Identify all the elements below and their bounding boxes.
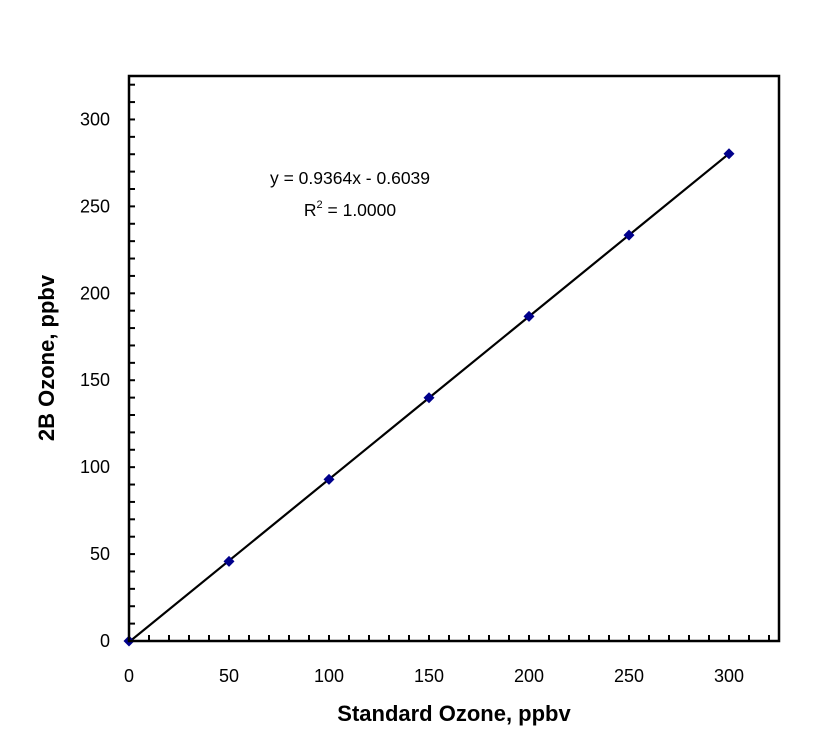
plot-area-frame: [127, 74, 781, 643]
y-tick-label: 200: [80, 283, 110, 303]
data-point: [323, 473, 335, 485]
data-point: [623, 229, 635, 241]
x-tick-label: 100: [314, 666, 344, 686]
data-point: [723, 148, 735, 160]
x-tick-label: 0: [124, 666, 134, 686]
y-axis-title: 2B Ozone, ppbv: [34, 274, 59, 441]
data-point: [223, 555, 235, 567]
r-squared-label: R2 = 1.0000: [304, 199, 397, 220]
x-tick-label: 150: [414, 666, 444, 686]
data-point: [523, 310, 535, 322]
x-tick-label: 300: [714, 666, 744, 686]
data-points: [123, 148, 735, 647]
y-tick-label: 50: [90, 544, 110, 564]
x-tick-label: 250: [614, 666, 644, 686]
x-tick-label: 200: [514, 666, 544, 686]
tick-labels: 0 50 100 150 200 250 300 0 50 100 150 200 250 300: [80, 109, 744, 686]
y-tick-label: 300: [80, 109, 110, 129]
x-axis-title: Standard Ozone, ppbv: [337, 701, 571, 726]
y-tick-label: 250: [80, 196, 110, 216]
x-tick-label: 50: [219, 666, 239, 686]
ticks: [129, 83, 770, 641]
equation-label: y = 0.9364x - 0.6039: [270, 168, 430, 188]
y-tick-label: 100: [80, 457, 110, 477]
y-tick-label: 150: [80, 370, 110, 390]
y-tick-label: 0: [100, 631, 110, 651]
data-point: [423, 392, 435, 404]
